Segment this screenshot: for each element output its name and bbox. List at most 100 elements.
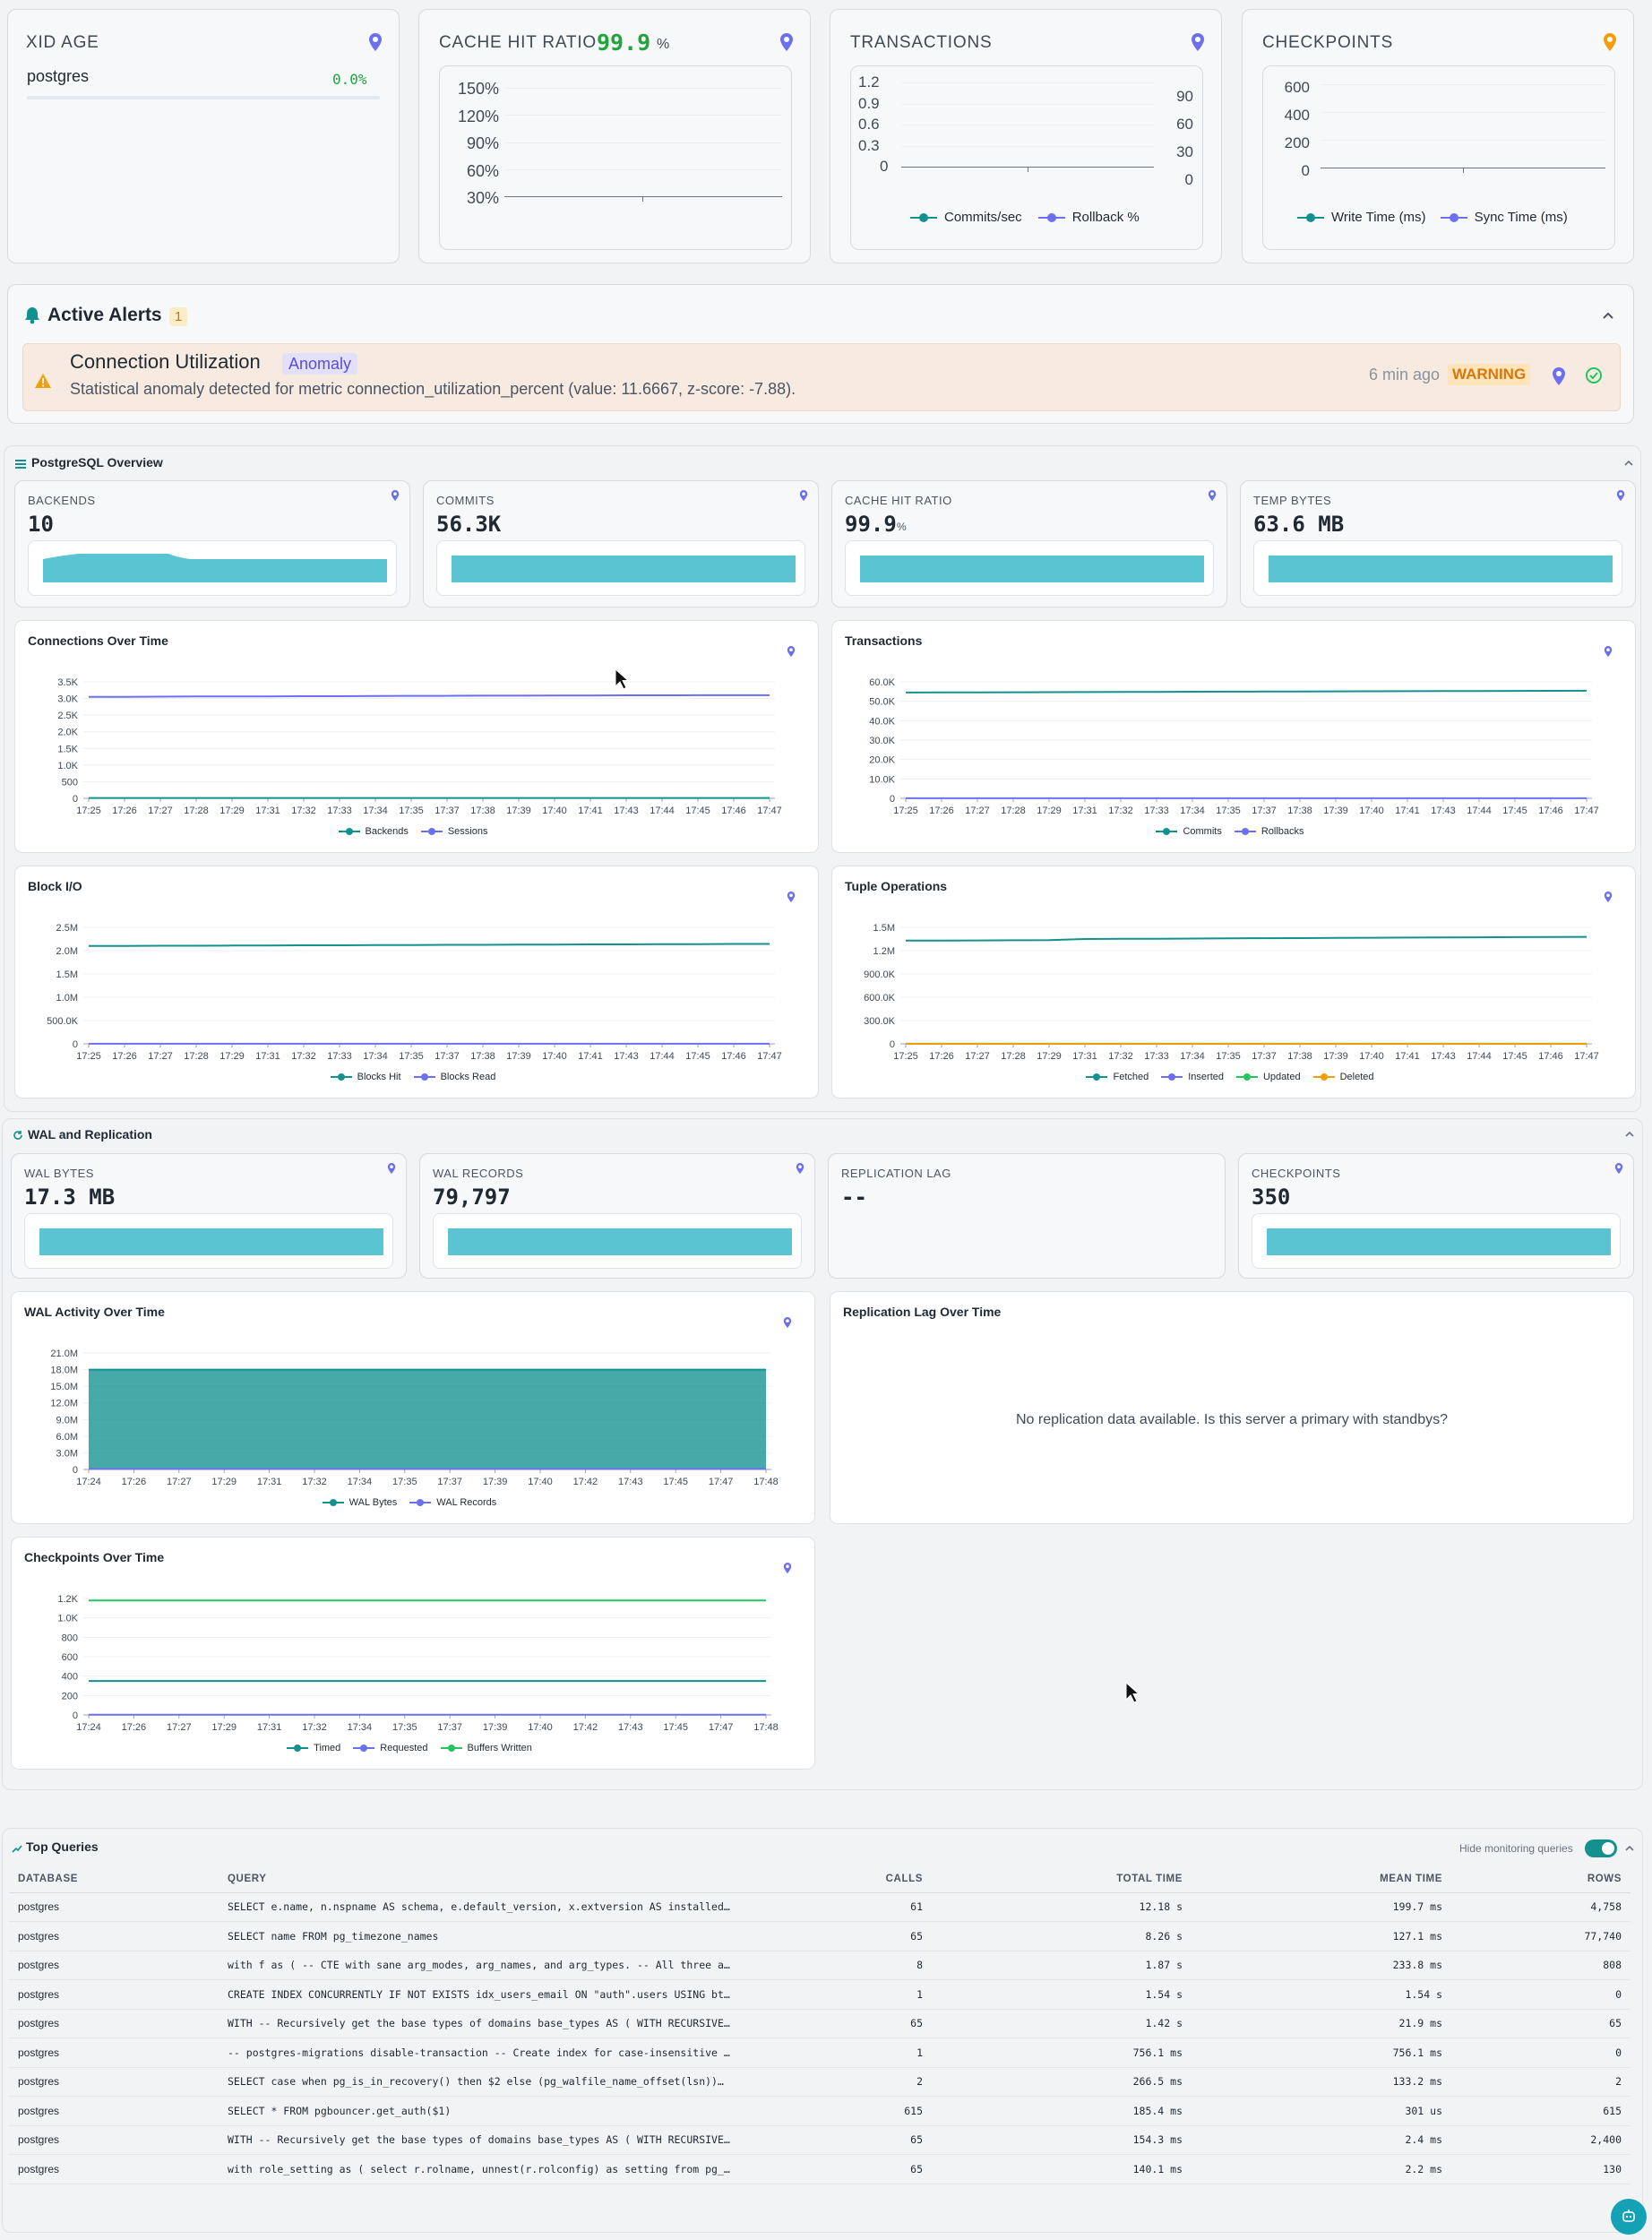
x-tick-label: 17:26 bbox=[929, 806, 954, 816]
legend-item[interactable]: Rollbacks bbox=[1261, 826, 1304, 837]
cell-mean-time: 199.7 ms bbox=[1192, 1892, 1451, 1922]
y-tick-label: 2.0K bbox=[57, 728, 78, 738]
pin-icon[interactable] bbox=[1615, 488, 1626, 503]
legend-item[interactable]: WAL Bytes bbox=[348, 1497, 398, 1508]
x-tick-label: 17:47 bbox=[709, 1722, 734, 1733]
legend-marker-icon bbox=[1086, 1073, 1108, 1081]
cell-database: postgres bbox=[9, 2067, 219, 2097]
table-row[interactable]: postgres WITH -- Recursively get the base… bbox=[9, 2125, 1630, 2155]
legend-write-time[interactable]: Write Time (ms) bbox=[1331, 210, 1426, 225]
legend-item[interactable]: Buffers Written bbox=[467, 1743, 532, 1753]
cell-calls: 65 bbox=[747, 2154, 932, 2184]
chevron-up-icon[interactable] bbox=[1624, 1130, 1635, 1139]
check-circle-icon[interactable] bbox=[1585, 366, 1603, 384]
legend-rollback-pct[interactable]: Rollback % bbox=[1071, 210, 1140, 225]
cell-calls: 1 bbox=[747, 1979, 932, 2010]
col-database[interactable]: DATABASE bbox=[9, 1865, 219, 1893]
y-tick-label: 0 bbox=[73, 1465, 78, 1476]
pin-icon[interactable] bbox=[798, 488, 809, 503]
table-row[interactable]: postgres SELECT * FROM pgbouncer.get_auth… bbox=[9, 2096, 1630, 2126]
chart-svg: 0 200 400 600 800 1.0K 1.2K 17:24 17:26 17:27 17:2… bbox=[57, 1594, 778, 1733]
x-tick-label: 17:43 bbox=[614, 1051, 639, 1062]
xid-db-name: postgres bbox=[27, 67, 90, 85]
tx-right-tick: 90 bbox=[1176, 88, 1193, 105]
pin-icon[interactable] bbox=[795, 1161, 805, 1176]
help-button[interactable] bbox=[1611, 2199, 1647, 2235]
pin-icon[interactable] bbox=[1189, 31, 1207, 53]
xid-progress-bar bbox=[27, 96, 380, 99]
col-rows[interactable]: ROWS bbox=[1451, 1865, 1630, 1893]
x-tick-label: 17:45 bbox=[1502, 1051, 1527, 1062]
cell-rows: 77,740 bbox=[1451, 1921, 1630, 1951]
legend-item[interactable]: Commits bbox=[1183, 826, 1222, 837]
cell-mean-time: 133.2 ms bbox=[1192, 2067, 1451, 2097]
x-tick-label: 17:47 bbox=[757, 1051, 782, 1062]
table-row[interactable]: postgres SELECT name FROM pg_timezone_nam… bbox=[9, 1921, 1630, 1951]
col-calls[interactable]: CALLS bbox=[747, 1865, 932, 1893]
legend-item[interactable]: Timed bbox=[314, 1743, 341, 1753]
x-tick-label: 17:29 bbox=[211, 1477, 237, 1487]
pin-icon[interactable] bbox=[386, 1161, 397, 1176]
legend-item[interactable]: Blocks Read bbox=[440, 1072, 496, 1082]
table-row[interactable]: postgres with role_setting as ( select r.… bbox=[9, 2154, 1630, 2184]
chevron-up-icon[interactable] bbox=[1601, 310, 1615, 321]
pin-icon[interactable] bbox=[390, 488, 400, 503]
y-tick-label: 1.5K bbox=[57, 744, 78, 754]
pin-icon[interactable] bbox=[782, 1315, 793, 1330]
pin-icon[interactable] bbox=[1601, 31, 1619, 53]
legend-item[interactable]: Fetched bbox=[1113, 1072, 1149, 1082]
table-row[interactable]: postgres WITH -- Recursively get the base… bbox=[9, 2009, 1630, 2038]
x-tick-label: 17:39 bbox=[506, 1051, 531, 1062]
pin-icon[interactable] bbox=[1550, 366, 1568, 387]
legend-item[interactable]: Deleted bbox=[1339, 1072, 1374, 1082]
x-tick-label: 17:41 bbox=[578, 1051, 603, 1062]
pin-icon[interactable] bbox=[1207, 488, 1217, 503]
x-tick-label: 17:25 bbox=[893, 806, 918, 816]
pin-icon[interactable] bbox=[782, 1561, 793, 1575]
hide-monitoring-toggle[interactable] bbox=[1585, 1839, 1617, 1857]
pin-icon[interactable] bbox=[366, 31, 384, 53]
table-row[interactable]: postgres -- postgres-migrations disable-t… bbox=[9, 2038, 1630, 2068]
col-total-time[interactable]: TOTAL TIME bbox=[932, 1865, 1192, 1893]
y-tick-label: 2.5M bbox=[56, 923, 78, 934]
pin-icon[interactable] bbox=[1603, 890, 1613, 904]
pin-icon[interactable] bbox=[1613, 1161, 1624, 1176]
table-row[interactable]: postgres SELECT e.name, n.nspname AS sche… bbox=[9, 1892, 1630, 1922]
x-tick-label: 17:48 bbox=[753, 1477, 779, 1487]
legend-purple-icon bbox=[1440, 212, 1467, 222]
x-tick-label: 17:34 bbox=[348, 1722, 373, 1733]
legend-marker-icon bbox=[1312, 1073, 1335, 1081]
pin-icon[interactable] bbox=[1603, 644, 1613, 659]
legend-commits-sec[interactable]: Commits/sec bbox=[944, 210, 1022, 225]
legend-sync-time[interactable]: Sync Time (ms) bbox=[1474, 210, 1568, 225]
x-tick-label: 17:41 bbox=[1395, 1051, 1420, 1062]
x-tick-label: 17:43 bbox=[1431, 1051, 1456, 1062]
pin-icon[interactable] bbox=[778, 31, 796, 53]
cache-hit-unit: % bbox=[657, 37, 670, 52]
chart-card-blockio: Block I/O 0 500.0K 1.0M 1.5M 2.0M 2.5M 17:25 17:… bbox=[14, 866, 819, 1098]
table-row[interactable]: postgres SELECT case when pg_is_in_recove… bbox=[9, 2067, 1630, 2097]
x-tick-label: 17:45 bbox=[663, 1722, 688, 1733]
cache-hit-card: CACHE HIT RATIO 99.9 % 150% 120% 90% 60%… bbox=[418, 9, 811, 263]
pin-icon[interactable] bbox=[786, 890, 796, 904]
table-row[interactable]: postgres with f as ( -- CTE with sane arg… bbox=[9, 1951, 1630, 1980]
legend-item[interactable]: WAL Records bbox=[436, 1497, 497, 1508]
legend-item[interactable]: Requested bbox=[380, 1743, 428, 1753]
chevron-up-icon[interactable] bbox=[1624, 1844, 1635, 1853]
legend-item[interactable]: Sessions bbox=[447, 826, 488, 837]
table-row[interactable]: postgres CREATE INDEX CONCURRENTLY IF NOT… bbox=[9, 1979, 1630, 2010]
col-mean-time[interactable]: MEAN TIME bbox=[1192, 1865, 1451, 1893]
legend-item[interactable]: Blocks Hit bbox=[357, 1072, 401, 1082]
legend-item[interactable]: Inserted bbox=[1188, 1072, 1224, 1082]
chevron-up-icon[interactable] bbox=[1623, 459, 1634, 468]
cell-rows: 65 bbox=[1451, 2009, 1630, 2038]
legend-item[interactable]: Updated bbox=[1262, 1072, 1301, 1082]
legend-item[interactable]: Backends bbox=[365, 826, 409, 837]
chart-title: Connections Over Time bbox=[28, 633, 168, 648]
cache-hit-title: CACHE HIT RATIO bbox=[439, 33, 597, 52]
pin-icon[interactable] bbox=[786, 644, 796, 659]
alert-item[interactable]: Connection Utilization Anomaly Statistic… bbox=[22, 343, 1621, 411]
x-tick-label: 17:33 bbox=[327, 806, 352, 816]
x-tick-label: 17:31 bbox=[255, 1051, 280, 1062]
col-query[interactable]: QUERY bbox=[219, 1865, 747, 1893]
